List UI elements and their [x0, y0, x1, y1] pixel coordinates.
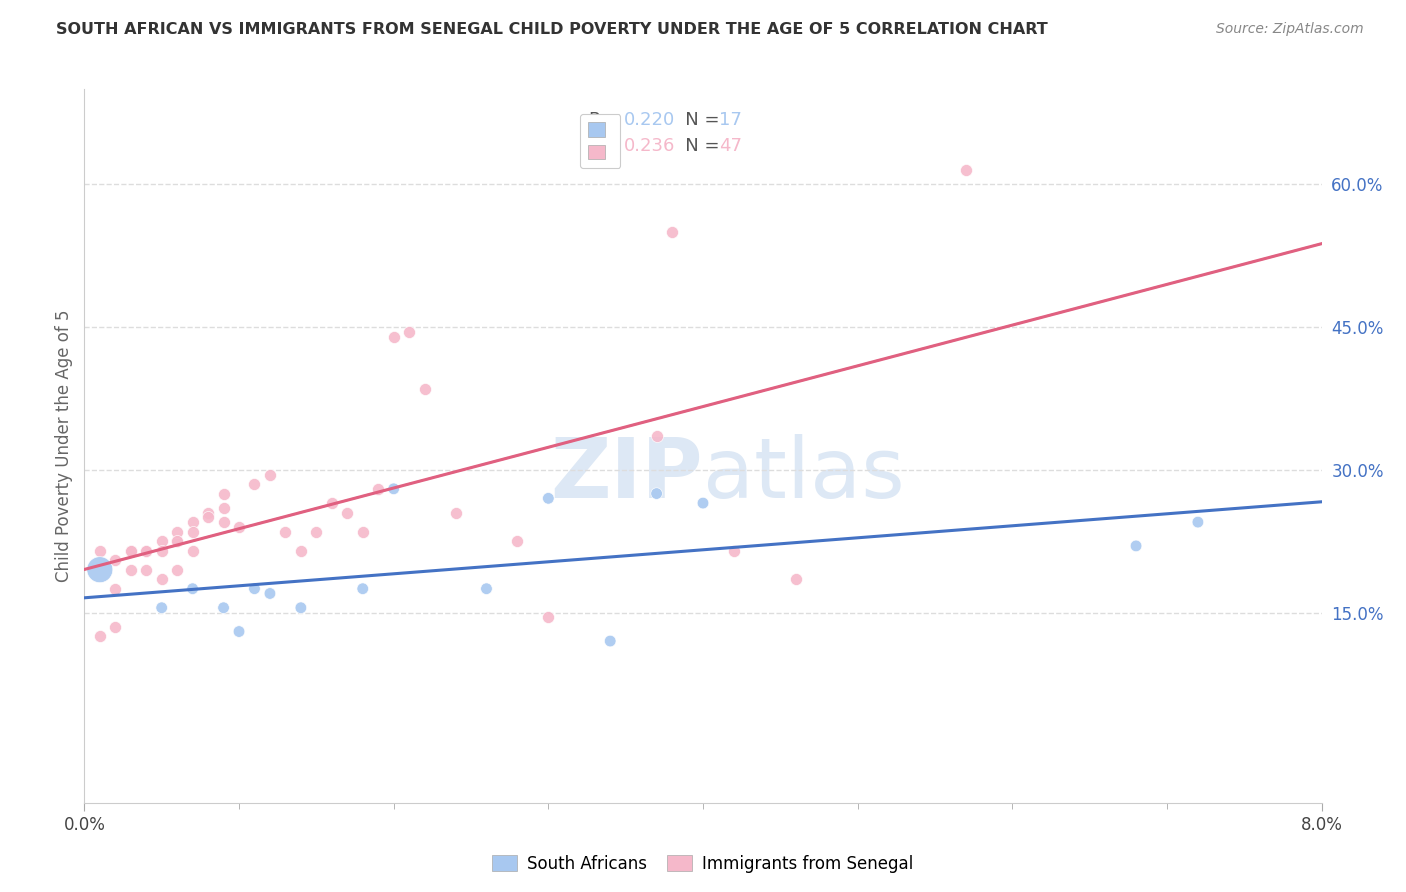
Point [305, 524, 328, 539]
Point [135, 563, 157, 577]
Point [197, 510, 219, 524]
Point [212, 600, 235, 615]
Point [259, 467, 281, 482]
Text: 0.220: 0.220 [624, 111, 675, 128]
Point [290, 600, 312, 615]
Point [382, 329, 405, 343]
Point [104, 553, 127, 567]
Point [475, 582, 498, 596]
Point [413, 382, 436, 396]
Point [89, 629, 111, 643]
Text: SOUTH AFRICAN VS IMMIGRANTS FROM SENEGAL CHILD POVERTY UNDER THE AGE OF 5 CORREL: SOUTH AFRICAN VS IMMIGRANTS FROM SENEGAL… [56, 22, 1047, 37]
Point [537, 610, 560, 624]
Point [352, 582, 374, 596]
Point [444, 506, 467, 520]
Point [1187, 515, 1209, 529]
Point [336, 506, 359, 520]
Text: 47: 47 [718, 137, 742, 155]
Text: N =: N = [668, 137, 725, 155]
Point [321, 496, 343, 510]
Point [785, 572, 807, 586]
Point [367, 482, 389, 496]
Point [645, 486, 668, 500]
Point [259, 586, 281, 600]
Point [290, 543, 312, 558]
Point [150, 534, 173, 549]
Point [89, 563, 111, 577]
Point [955, 163, 977, 178]
Point [150, 572, 173, 586]
Point [181, 582, 204, 596]
Point [135, 543, 157, 558]
Text: N =: N = [668, 111, 725, 128]
Point [506, 534, 529, 549]
Point [150, 543, 173, 558]
Point [661, 225, 683, 239]
Point [166, 534, 188, 549]
Text: ZIP: ZIP [551, 434, 703, 515]
Point [181, 515, 204, 529]
Point [212, 500, 235, 515]
Point [398, 325, 420, 339]
Point [89, 543, 111, 558]
Point [212, 486, 235, 500]
Point [104, 620, 127, 634]
Point [274, 524, 297, 539]
Point [181, 543, 204, 558]
Point [166, 534, 188, 549]
Point [197, 506, 219, 520]
Point [243, 477, 266, 491]
Y-axis label: Child Poverty Under the Age of 5: Child Poverty Under the Age of 5 [55, 310, 73, 582]
Point [228, 624, 250, 639]
Point [212, 515, 235, 529]
Point [228, 520, 250, 534]
Point [181, 524, 204, 539]
Point [723, 543, 745, 558]
Text: R =: R = [589, 137, 628, 155]
Legend: South Africans, Immigrants from Senegal: South Africans, Immigrants from Senegal [485, 848, 921, 880]
Point [120, 543, 142, 558]
Point [537, 491, 560, 506]
Legend: , : , [581, 114, 620, 168]
Point [104, 582, 127, 596]
Point [1125, 539, 1147, 553]
Point [645, 429, 668, 443]
Point [352, 524, 374, 539]
Point [120, 543, 142, 558]
Text: 17: 17 [718, 111, 742, 128]
Point [243, 582, 266, 596]
Text: R =: R = [589, 111, 628, 128]
Point [166, 524, 188, 539]
Text: Source: ZipAtlas.com: Source: ZipAtlas.com [1216, 22, 1364, 37]
Point [692, 496, 714, 510]
Point [599, 634, 621, 648]
Point [382, 482, 405, 496]
Text: atlas: atlas [703, 434, 904, 515]
Point [135, 543, 157, 558]
Point [166, 563, 188, 577]
Text: 0.236: 0.236 [624, 137, 675, 155]
Point [120, 563, 142, 577]
Point [150, 600, 173, 615]
